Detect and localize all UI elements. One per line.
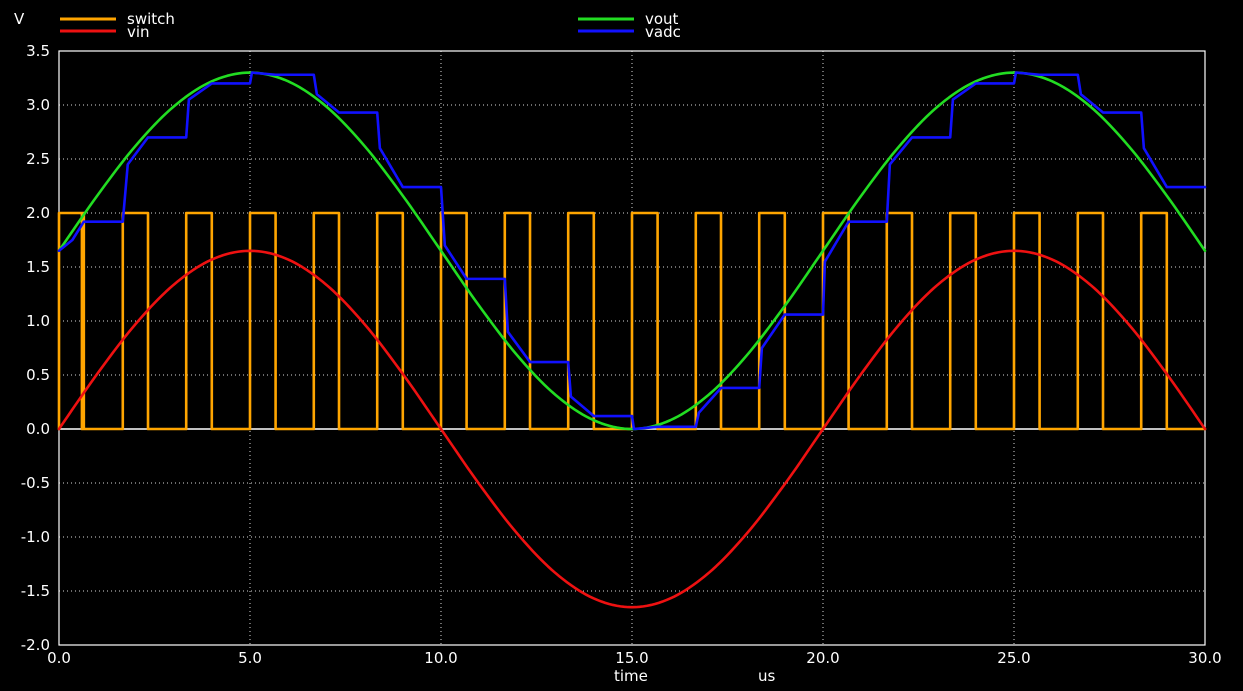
y-tick-label: 1.0 [26,312,50,330]
x-tick-label: 0.0 [47,649,71,667]
x-tick-label: 5.0 [238,649,262,667]
y-tick-label: 2.5 [26,150,50,168]
x-tick-labels: 0.0 5.0 10.0 15.0 20.0 25.0 30.0 [47,649,1222,667]
x-tick-label: 10.0 [424,649,457,667]
y-tick-label: -1.5 [21,582,50,600]
y-axis-label: V [14,10,25,28]
legend-label-vin: vin [127,23,150,41]
y-tick-label: 0.0 [26,420,50,438]
x-tick-label: 20.0 [806,649,839,667]
x-tick-label: 15.0 [615,649,648,667]
y-tick-label: -1.0 [21,528,50,546]
y-tick-label: -0.5 [21,474,50,492]
x-axis-label: time [614,667,648,685]
legend-label-switch: switch [127,10,175,28]
series-line-switch [57,211,1207,431]
legend: switch vin vout vadc [60,10,681,41]
x-axis-unit: us [758,667,776,685]
legend-label-vadc: vadc [645,23,681,41]
series-line-vout [57,71,1207,431]
series-line-vadc [57,71,1207,431]
y-tick-label: 0.5 [26,366,50,384]
series-layer [57,71,1207,609]
x-tick-label: 25.0 [997,649,1030,667]
y-tick-label: 3.5 [26,42,50,60]
legend-label-vout: vout [645,10,679,28]
y-tick-label: -2.0 [21,636,50,654]
series-line-vin [57,249,1207,609]
y-tick-label: 2.0 [26,204,50,222]
y-tick-label: 1.5 [26,258,50,276]
y-tick-labels: 3.5 3.0 2.5 2.0 1.5 1.0 0.5 0.0 -0.5 -1.0 -1.5 -2.0 [21,42,50,654]
y-tick-label: 3.0 [26,96,50,114]
x-tick-label: 30.0 [1188,649,1221,667]
